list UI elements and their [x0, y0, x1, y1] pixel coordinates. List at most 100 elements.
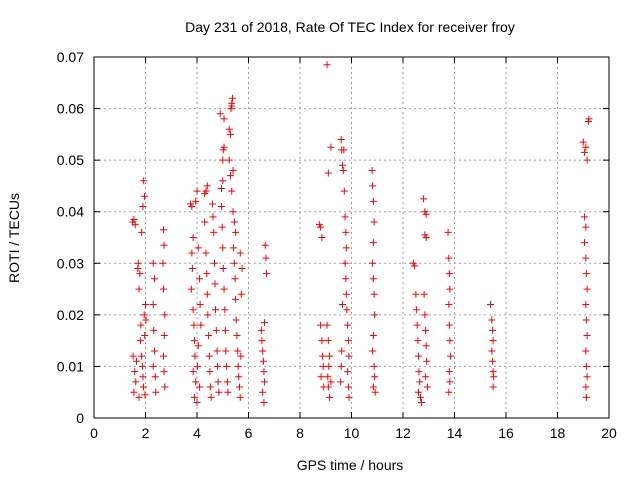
data-point — [342, 228, 350, 236]
x-tick-label: 2 — [142, 425, 150, 441]
chart-title: Day 231 of 2018, Rate Of TEC Index for r… — [185, 19, 515, 35]
data-point — [489, 357, 497, 365]
data-point — [489, 383, 497, 391]
data-point — [221, 326, 229, 334]
x-tick-label: 8 — [296, 425, 304, 441]
data-point — [229, 166, 237, 174]
data-point — [323, 61, 331, 69]
data-point — [224, 388, 232, 396]
x-axis-label: GPS time / hours — [297, 457, 404, 473]
data-point — [371, 388, 379, 396]
data-point — [160, 241, 168, 249]
data-point — [490, 373, 498, 381]
y-tick-label: 0.04 — [57, 204, 84, 220]
data-point — [318, 234, 326, 241]
data-point — [236, 393, 244, 401]
data-point — [489, 337, 497, 345]
data-point — [212, 326, 220, 334]
data-point — [190, 393, 198, 401]
data-point — [420, 195, 428, 203]
data-point — [371, 311, 379, 319]
data-point — [141, 391, 149, 399]
data-point — [585, 115, 593, 123]
data-point — [326, 352, 334, 360]
data-points — [129, 61, 593, 407]
data-point — [412, 306, 420, 314]
data-point — [234, 347, 242, 355]
y-tick-label: 0.02 — [57, 307, 84, 323]
x-tick-label: 14 — [447, 425, 463, 441]
data-point — [423, 383, 431, 391]
data-point — [188, 264, 196, 272]
data-point — [229, 94, 237, 102]
data-point — [415, 368, 423, 376]
data-point — [582, 270, 590, 278]
data-point — [215, 388, 223, 396]
data-point — [489, 326, 497, 334]
data-point — [160, 352, 168, 360]
data-point — [232, 295, 240, 303]
data-point — [339, 166, 347, 174]
data-point — [152, 388, 160, 396]
data-point — [159, 259, 167, 267]
data-point — [369, 331, 377, 339]
data-point — [192, 197, 200, 205]
data-point — [237, 290, 245, 298]
data-point — [136, 270, 144, 278]
data-point — [187, 285, 195, 293]
data-point — [209, 213, 217, 221]
data-point — [190, 337, 198, 345]
data-point — [191, 352, 199, 360]
data-point — [412, 290, 420, 298]
y-tick-label: 0.01 — [57, 358, 84, 374]
data-point — [487, 301, 495, 309]
data-point — [371, 373, 379, 381]
data-point — [139, 203, 147, 211]
data-point — [582, 316, 590, 324]
data-point — [235, 373, 243, 381]
data-point — [583, 285, 591, 293]
x-tick-label: 20 — [601, 425, 617, 441]
y-tick-label: 0.03 — [57, 255, 84, 271]
data-point — [232, 228, 240, 236]
data-point — [208, 200, 216, 208]
data-point — [231, 275, 239, 283]
data-point — [160, 368, 168, 376]
data-point — [369, 383, 377, 391]
data-point — [422, 373, 430, 381]
data-point — [445, 368, 453, 376]
data-point — [582, 254, 590, 262]
data-point — [160, 331, 168, 339]
data-point — [142, 316, 150, 324]
data-point — [317, 373, 325, 381]
data-point — [259, 347, 267, 355]
data-point — [222, 347, 230, 355]
data-point — [338, 161, 346, 169]
data-point — [337, 362, 345, 370]
data-point — [236, 249, 244, 257]
data-point — [189, 234, 197, 241]
data-point — [488, 347, 496, 355]
data-point — [219, 264, 227, 272]
data-point — [324, 169, 332, 177]
data-point — [369, 259, 377, 267]
data-point — [212, 306, 220, 314]
data-point — [422, 326, 430, 334]
data-point — [369, 347, 377, 355]
data-point — [211, 259, 219, 267]
data-point — [137, 321, 145, 329]
data-point — [220, 143, 228, 151]
data-point — [129, 352, 137, 360]
data-point — [327, 378, 335, 386]
data-point — [194, 342, 202, 350]
data-point — [581, 239, 589, 247]
data-point — [445, 388, 453, 396]
data-point — [132, 378, 140, 386]
data-point — [422, 234, 430, 241]
data-point — [414, 388, 422, 396]
data-point — [192, 378, 200, 386]
x-tick-label: 0 — [90, 425, 98, 441]
y-tick-label: 0.05 — [57, 152, 84, 168]
data-point — [196, 275, 204, 283]
data-point — [447, 352, 455, 360]
